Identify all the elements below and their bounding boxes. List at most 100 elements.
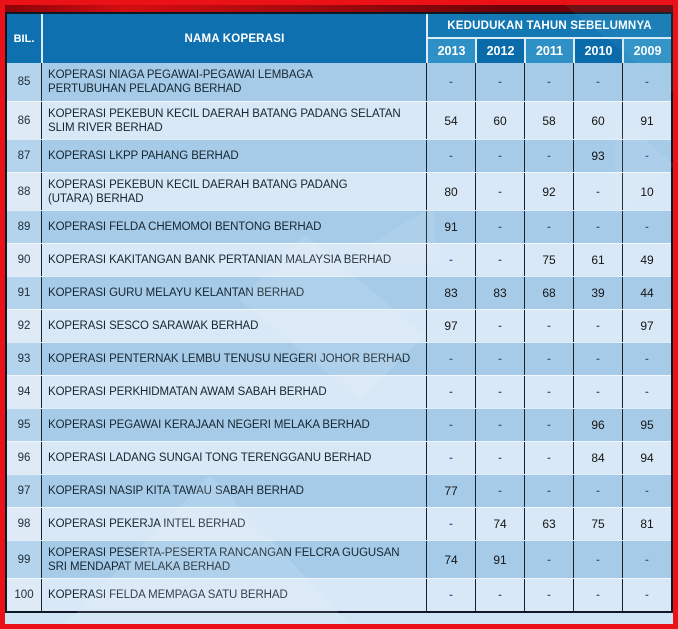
header-year-2012: 2012 [475, 39, 524, 63]
rank-2010: 93 [573, 140, 622, 172]
koperasi-name: KOPERASI FELDA CHEMOMOI BENTONG BERHAD [41, 211, 426, 243]
koperasi-ranking-table: BIL. NAMA KOPERASI KEDUDUKAN TAHUN SEBEL… [5, 12, 673, 613]
rank-2009: - [622, 140, 671, 172]
rank-2013: - [426, 579, 475, 611]
rank-2013: - [426, 376, 475, 408]
row-number: 100 [7, 579, 41, 611]
rank-2012: - [475, 173, 524, 210]
row-number: 86 [7, 102, 41, 139]
row-number: 88 [7, 173, 41, 210]
rank-2012: - [475, 579, 524, 611]
rank-2010: 84 [573, 442, 622, 474]
rank-2011: - [524, 376, 573, 408]
row-number: 97 [7, 475, 41, 507]
row-number: 94 [7, 376, 41, 408]
table-row: 95 KOPERASI PEGAWAI KERAJAAN NEGERI MELA… [7, 408, 671, 441]
koperasi-name: KOPERASI PEKEBUN KECIL DAERAH BATANG PAD… [41, 102, 426, 139]
koperasi-name: KOPERASI PEGAWAI KERAJAAN NEGERI MELAKA … [41, 409, 426, 441]
rank-2013: 80 [426, 173, 475, 210]
koperasi-name: KOPERASI PENTERNAK LEMBU TENUSU NEGERI J… [41, 343, 426, 375]
rank-2009: - [622, 343, 671, 375]
table-row: 96 KOPERASI LADANG SUNGAI TONG TERENGGAN… [7, 441, 671, 474]
row-number: 95 [7, 409, 41, 441]
rank-2010: - [573, 173, 622, 210]
rank-2013: - [426, 63, 475, 101]
rank-2012: - [475, 63, 524, 101]
table-row: 94 KOPERASI PERKHIDMATAN AWAM SABAH BERH… [7, 375, 671, 408]
header-years-row: 2013 2012 2011 2010 2009 [428, 39, 671, 63]
rank-2011: - [524, 409, 573, 441]
rank-2013: 77 [426, 475, 475, 507]
rank-2011: 92 [524, 173, 573, 210]
header-year-group: KEDUDUKAN TAHUN SEBELUMNYA 2013 2012 201… [426, 14, 671, 63]
rank-2013: - [426, 442, 475, 474]
row-number: 99 [7, 541, 41, 578]
rank-2012: - [475, 211, 524, 243]
rank-2012: 74 [475, 508, 524, 540]
rank-2011: - [524, 541, 573, 578]
koperasi-name: KOPERASI NASIP KITA TAWAU SABAH BERHAD [41, 475, 426, 507]
rank-2010: - [573, 211, 622, 243]
rank-2009: - [622, 579, 671, 611]
rank-2012: - [475, 442, 524, 474]
rank-2010: - [573, 376, 622, 408]
table-body: 85 KOPERASI NIAGA PEGAWAI-PEGAWAI LEMBAG… [7, 63, 671, 611]
rank-2013: - [426, 508, 475, 540]
koperasi-name: KOPERASI KAKITANGAN BANK PERTANIAN MALAY… [41, 244, 426, 276]
rank-2009: - [622, 63, 671, 101]
row-number: 92 [7, 310, 41, 342]
header-bil: BIL. [13, 32, 35, 45]
rank-2011: - [524, 140, 573, 172]
rank-2011: - [524, 442, 573, 474]
koperasi-name: KOPERASI PERKHIDMATAN AWAM SABAH BERHAD [41, 376, 426, 408]
koperasi-name: KOPERASI SESCO SARAWAK BERHAD [41, 310, 426, 342]
rank-2010: 60 [573, 102, 622, 139]
rank-2013: 74 [426, 541, 475, 578]
rank-2013: 91 [426, 211, 475, 243]
header-kedudukan-tahun-sebelumnya: KEDUDUKAN TAHUN SEBELUMNYA [428, 14, 671, 39]
rank-2012: - [475, 140, 524, 172]
rank-2013: 83 [426, 277, 475, 309]
rank-2009: 94 [622, 442, 671, 474]
rank-2009: - [622, 475, 671, 507]
rank-2010: 61 [573, 244, 622, 276]
koperasi-name: KOPERASI LADANG SUNGAI TONG TERENGGANU B… [41, 442, 426, 474]
table-row: 100 KOPERASI FELDA MEMPAGA SATU BERHAD -… [7, 578, 671, 611]
rank-2011: - [524, 475, 573, 507]
table-row: 88 KOPERASI PEKEBUN KECIL DAERAH BATANG … [7, 172, 671, 210]
rank-2010: - [573, 475, 622, 507]
rank-2009: 95 [622, 409, 671, 441]
rank-2009: - [622, 211, 671, 243]
row-number: 85 [7, 63, 41, 101]
table-row: 85 KOPERASI NIAGA PEGAWAI-PEGAWAI LEMBAG… [7, 63, 671, 101]
rank-2009: 44 [622, 277, 671, 309]
rank-2013: - [426, 343, 475, 375]
koperasi-name: KOPERASI PESERTA-PESERTA RANCANGAN FELCR… [41, 541, 426, 578]
rank-2012: - [475, 475, 524, 507]
header-year-2013: 2013 [428, 39, 475, 63]
header-year-2010: 2010 [573, 39, 622, 63]
koperasi-name: KOPERASI GURU MELAYU KELANTAN BERHAD [41, 277, 426, 309]
row-number: 96 [7, 442, 41, 474]
rank-2010: 75 [573, 508, 622, 540]
rank-2012: 83 [475, 277, 524, 309]
rank-2011: 68 [524, 277, 573, 309]
rank-2011: 63 [524, 508, 573, 540]
rank-2010: - [573, 63, 622, 101]
top-red-strip [5, 5, 673, 12]
rank-2009: 97 [622, 310, 671, 342]
rank-2009: 81 [622, 508, 671, 540]
table-row: 99 KOPERASI PESERTA-PESERTA RANCANGAN FE… [7, 540, 671, 578]
header-year-2011: 2011 [524, 39, 573, 63]
row-number: 90 [7, 244, 41, 276]
koperasi-name: KOPERASI PEKERJA INTEL BERHAD [41, 508, 426, 540]
rank-2010: - [573, 310, 622, 342]
row-number: 87 [7, 140, 41, 172]
table-row: 86 KOPERASI PEKEBUN KECIL DAERAH BATANG … [7, 101, 671, 139]
row-number: 89 [7, 211, 41, 243]
table-row: 89 KOPERASI FELDA CHEMOMOI BENTONG BERHA… [7, 210, 671, 243]
rank-2009: - [622, 541, 671, 578]
rank-2012: 91 [475, 541, 524, 578]
rank-2013: 97 [426, 310, 475, 342]
rank-2011: 58 [524, 102, 573, 139]
